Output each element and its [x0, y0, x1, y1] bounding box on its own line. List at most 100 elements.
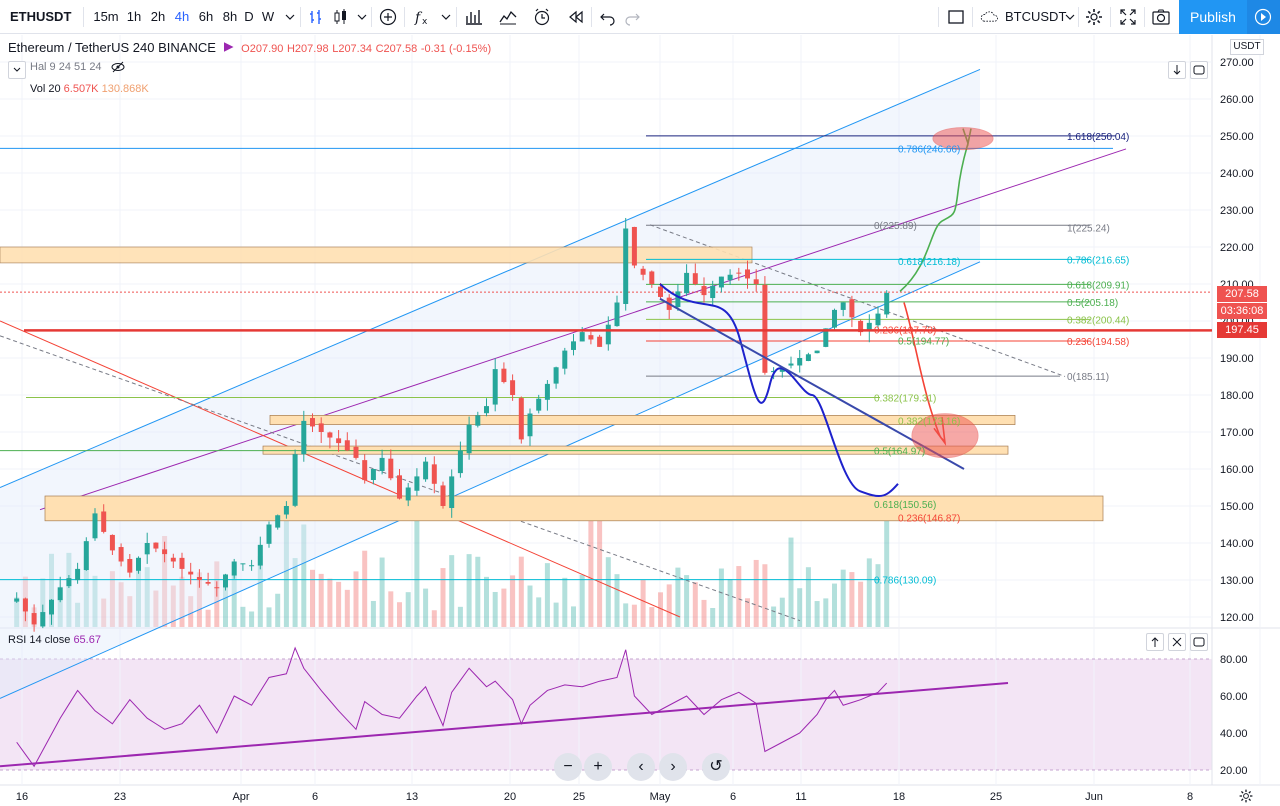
fib-label: 0.236(146.87) [898, 514, 960, 525]
maximize-pane-button[interactable] [1190, 61, 1208, 79]
zoom-out-button[interactable]: − [554, 753, 582, 781]
last-price-label: 207.58 [1217, 286, 1267, 302]
rsi-legend[interactable]: RSI 14 close 65.67 [8, 634, 101, 646]
candle-body [814, 350, 820, 354]
volume-bar [170, 585, 176, 627]
price-tick-label: 260.00 [1220, 94, 1254, 106]
replay-icon[interactable] [566, 7, 586, 27]
volume-bar [527, 585, 533, 627]
chevron-down-icon[interactable] [352, 7, 372, 27]
price-tick-label: 150.00 [1220, 501, 1254, 513]
candles [14, 217, 890, 632]
svg-text:f: f [414, 10, 423, 26]
volume-bar [353, 571, 359, 627]
currency-label[interactable]: USDT [1230, 39, 1264, 55]
time-tick-label: 6 [312, 791, 318, 803]
drawings-back [0, 68, 1212, 699]
time-tick-label: 18 [893, 791, 905, 803]
snapshot-icon[interactable] [1151, 7, 1171, 27]
change: -0.31 (-0.15%) [420, 43, 492, 55]
scroll-left-button[interactable]: ‹ [627, 753, 655, 781]
chevron-down-icon[interactable] [436, 7, 456, 27]
main-legend: Ethereum / TetherUS 240 BINANCE O207.90 … [8, 40, 491, 55]
timeframe-4h[interactable]: 4h [174, 9, 190, 24]
scroll-down-button[interactable] [1168, 61, 1186, 79]
fullscreen-icon[interactable] [1118, 7, 1138, 27]
volume-bar [805, 567, 811, 627]
volume-bars [14, 496, 890, 627]
time-tick-label: 16 [16, 791, 28, 803]
candle-body [196, 577, 202, 580]
timeframe-w[interactable]: W [261, 9, 275, 24]
zoom-in-button[interactable]: + [584, 753, 612, 781]
support-zone-3 [44, 495, 1104, 522]
candle-body [631, 226, 637, 266]
templates-icon[interactable] [464, 7, 484, 27]
redo-icon [625, 13, 640, 26]
chart-settings-icon[interactable] [1238, 788, 1254, 804]
compare-icon[interactable] [498, 7, 518, 27]
volume-bar [553, 602, 559, 627]
timeframe-6h[interactable]: 6h [198, 9, 214, 24]
channel-lower [0, 261, 981, 699]
alert-icon[interactable] [532, 7, 552, 27]
hidden-study-legend[interactable]: Hal 9 24 51 24 [30, 61, 125, 73]
timeframe-15m[interactable]: 15m [93, 9, 119, 24]
move-up-button[interactable] [1146, 633, 1164, 651]
settings-icon[interactable] [1084, 7, 1104, 27]
bars-style-icon[interactable] [306, 7, 326, 27]
timeframe-8h[interactable]: 8h [222, 9, 238, 24]
fib-label: 1.618(250.04) [1067, 132, 1129, 143]
undo-icon[interactable] [598, 7, 618, 27]
candle-body [684, 272, 690, 294]
volume-legend[interactable]: Vol 20 6.507K 130.868K [30, 83, 149, 95]
ohlc-high: H207.98 [286, 43, 329, 55]
candle-body [440, 485, 446, 506]
publish-menu-button[interactable] [1247, 0, 1280, 34]
candle-body [205, 581, 211, 584]
compare-symbol[interactable]: BTCUSDT [1005, 9, 1067, 24]
layout-icon[interactable] [946, 7, 966, 27]
volume-bar [49, 553, 54, 627]
timeframe-d[interactable]: D [244, 9, 254, 24]
close-pane-button[interactable] [1168, 633, 1186, 651]
price-tick-label: 220.00 [1220, 242, 1254, 254]
chevron-down-icon[interactable] [1060, 7, 1080, 27]
volume-bar [249, 611, 255, 627]
scroll-right-button[interactable]: › [659, 753, 687, 781]
candle-body [318, 423, 324, 432]
candle-body [388, 458, 394, 479]
eye-hidden-icon[interactable] [111, 61, 125, 73]
price-tick-label: 160.00 [1220, 464, 1254, 476]
rsi-tick-label: 80.00 [1220, 654, 1248, 666]
candle-body [701, 286, 707, 296]
candle-body [718, 276, 724, 288]
candle-body [127, 558, 133, 573]
publish-button[interactable]: Publish [1179, 0, 1247, 34]
timeframe-2h[interactable]: 2h [150, 9, 166, 24]
candles-icon[interactable] [330, 7, 350, 27]
maximize-rsi-button[interactable] [1190, 633, 1208, 651]
chevron-down-icon[interactable] [280, 7, 300, 27]
candle-body [544, 383, 550, 400]
exchange: BINANCE [158, 40, 216, 55]
arrow-up-icon [1151, 637, 1159, 647]
fib-label: 0.5(194.77) [898, 336, 949, 347]
volume-bar [109, 571, 115, 627]
volume-bar [231, 564, 237, 627]
volume-bar [223, 582, 228, 627]
symbol-search[interactable]: ETHUSDT [10, 9, 72, 24]
time-tick-label: Apr [232, 791, 249, 803]
volume-bar [310, 569, 315, 627]
candle-body [83, 541, 89, 570]
collapse-legend-button[interactable] [8, 61, 26, 79]
reset-chart-button[interactable]: ↺ [702, 753, 730, 781]
candle-body [379, 457, 385, 471]
support-zone-1 [269, 415, 1016, 425]
bull-scenario-path [899, 143, 969, 293]
timeframe-1h[interactable]: 1h [126, 9, 142, 24]
indicators-icon[interactable] [378, 7, 398, 27]
pair-name[interactable]: Ethereum / TetherUS [8, 40, 130, 55]
